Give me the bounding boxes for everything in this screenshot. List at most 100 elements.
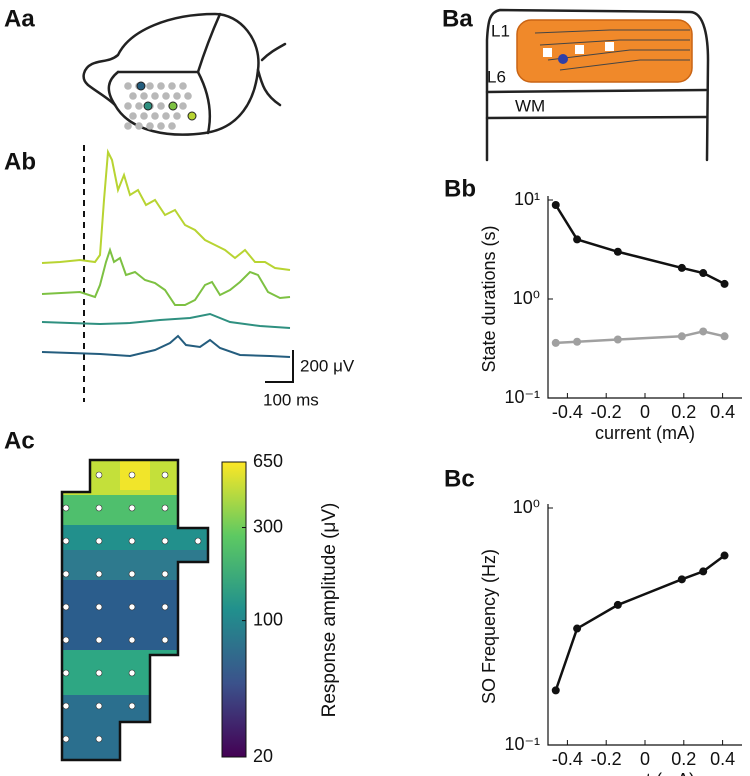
point [720, 332, 729, 341]
x-tick-label: -0.4 [552, 402, 583, 422]
panel-label: Aa [4, 5, 35, 32]
dot [179, 82, 187, 90]
colorbar-tick-label: 100 [253, 609, 283, 629]
y-tick-label: 10¹ [514, 189, 540, 209]
colorbar-tick-label: 300 [253, 516, 283, 536]
dot [62, 735, 70, 743]
dot [62, 603, 70, 611]
dot [128, 636, 136, 644]
dot [184, 92, 192, 100]
dot [128, 702, 136, 710]
brain-sketch [82, 12, 287, 136]
dot [129, 112, 137, 120]
panel-label: Ab [4, 148, 36, 175]
dot [168, 82, 176, 90]
x-tick-label: 0.4 [710, 402, 735, 422]
point [551, 338, 560, 347]
point [699, 327, 708, 336]
series-line [555, 330, 725, 345]
point [551, 686, 560, 695]
dot [129, 92, 137, 100]
dot [124, 102, 132, 110]
point [573, 337, 582, 346]
x-tick-label: -0.4 [552, 749, 583, 769]
x-tick-label: 0 [640, 749, 650, 769]
point [699, 269, 708, 278]
panel-label: Ba [442, 5, 473, 32]
dot [157, 122, 165, 130]
dot [95, 702, 103, 710]
dot [135, 102, 143, 110]
axis [547, 504, 742, 746]
dot [140, 112, 148, 120]
dot [128, 471, 136, 479]
point [720, 551, 729, 560]
trace [41, 246, 291, 306]
electrode-dots [124, 81, 197, 130]
trace [41, 334, 291, 358]
dot [62, 669, 70, 677]
trace [41, 148, 291, 271]
dot [62, 504, 70, 512]
colorbar-tick-label: 650 [253, 451, 283, 471]
point [613, 600, 622, 609]
dot [162, 112, 170, 120]
layer-label: WM [515, 96, 545, 115]
x-tick-label: 0.4 [710, 749, 735, 769]
point [720, 279, 729, 288]
dot [161, 471, 169, 479]
dot [135, 122, 143, 130]
chart-title: Bb [444, 175, 476, 202]
dot [95, 471, 103, 479]
dot [128, 504, 136, 512]
dot [179, 102, 187, 110]
dot [157, 102, 165, 110]
dot [157, 82, 165, 90]
series-line [554, 204, 726, 286]
dot [151, 112, 159, 120]
point [551, 201, 560, 210]
scale-bar [265, 350, 294, 383]
y-tick-label: 10⁻¹ [504, 734, 540, 754]
x-tick-label: -0.2 [591, 749, 622, 769]
dot [143, 101, 153, 111]
y-tick-label: 10⁰ [513, 288, 540, 308]
dot [62, 702, 70, 710]
map-electrodes [62, 471, 202, 743]
dot [161, 636, 169, 644]
x-tick-label: 0.2 [671, 749, 696, 769]
dot [140, 92, 148, 100]
dot [128, 537, 136, 545]
dot [62, 570, 70, 578]
point [573, 624, 582, 633]
colorbar-tick-label: 20 [253, 746, 273, 766]
layer-label: L1 [491, 21, 510, 40]
dot [95, 504, 103, 512]
y-axis-label: State durations (s) [479, 225, 499, 372]
dot [194, 537, 202, 545]
panel-label: Ac [4, 427, 35, 454]
dot [173, 92, 181, 100]
probe-sketch [485, 8, 710, 162]
point [677, 575, 686, 584]
layer-label: L6 [487, 67, 506, 86]
scale-label: 200 μV [300, 356, 355, 375]
dot [146, 82, 154, 90]
dot [95, 669, 103, 677]
scale-label: 100 ms [263, 390, 319, 409]
point [699, 567, 708, 576]
dot [95, 570, 103, 578]
dot [151, 92, 159, 100]
dot [95, 537, 103, 545]
y-axis-label: SO Frequency (Hz) [479, 549, 499, 704]
response-map [62, 460, 208, 760]
dot [146, 122, 154, 130]
x-tick-label: -0.2 [591, 402, 622, 422]
dot [62, 537, 70, 545]
dot [161, 504, 169, 512]
dot [128, 669, 136, 677]
colorbar [221, 461, 247, 758]
dot [95, 735, 103, 743]
